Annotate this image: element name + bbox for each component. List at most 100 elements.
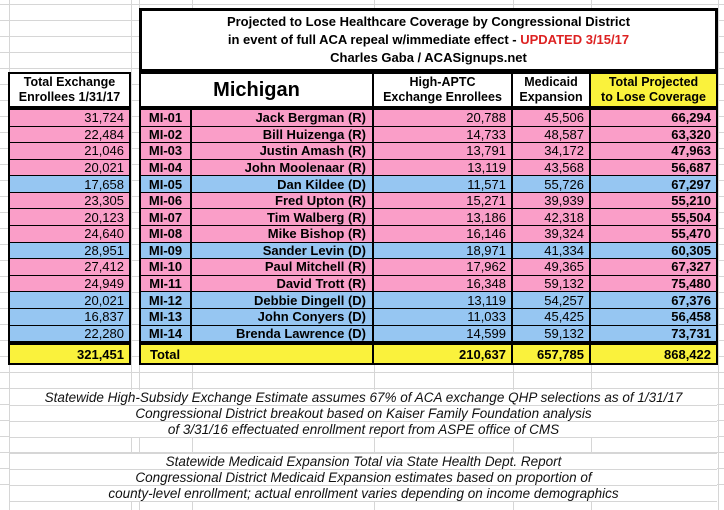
medicaid-cell[interactable]: 41,334	[513, 242, 591, 259]
exchange-enrollees-cell[interactable]: 24,949	[10, 275, 129, 293]
medicaid-cell[interactable]: 39,939	[513, 192, 591, 209]
total-projected-cell[interactable]: 55,504	[671, 209, 711, 225]
high-aptc-cell[interactable]: 17,962	[374, 259, 513, 275]
total-projected-cell[interactable]: 63,320	[671, 126, 711, 142]
medicaid-header-cell[interactable]: Medicaid Expansion	[513, 74, 591, 106]
representative-cell[interactable]: David Trott (R)	[192, 275, 374, 292]
exchange-enrollees-cell[interactable]: 16,837	[10, 308, 129, 326]
district-cell[interactable]: MI-01	[141, 110, 192, 126]
grand-total-cell[interactable]: 868,422	[591, 345, 716, 363]
district-cell[interactable]: MI-09	[141, 242, 192, 259]
total-projected-cell[interactable]: 56,687	[671, 160, 711, 176]
exchange-enrollees-cell[interactable]: 20,021	[10, 159, 129, 177]
representative-cell[interactable]: Sander Levin (D)	[192, 242, 374, 259]
medicaid-cell[interactable]: 42,318	[513, 209, 591, 226]
exchange-enrollees-total-cell[interactable]: 321,451	[8, 343, 131, 365]
medicaid-cell[interactable]: 48,587	[513, 126, 591, 143]
high-aptc-cell[interactable]: 13,119	[374, 292, 513, 308]
total-projected-cell[interactable]: 47,963	[671, 143, 711, 159]
high-aptc-cell[interactable]: 11,571	[374, 176, 513, 192]
total-projected-cell[interactable]: 55,210	[671, 193, 711, 209]
medicaid-cell[interactable]: 39,324	[513, 226, 591, 242]
high-aptc-cell[interactable]: 16,348	[374, 275, 513, 292]
exchange-enrollees-cell[interactable]: 24,640	[10, 226, 129, 243]
left-column-header[interactable]: Total Exchange Enrollees 1/31/17	[8, 72, 131, 108]
high-aptc-cell[interactable]: 13,119	[374, 159, 513, 176]
exchange-enrollees-cell[interactable]: 22,484	[10, 126, 129, 144]
exchange-enrollees-cell[interactable]: 28,951	[10, 242, 129, 260]
representative-cell[interactable]: Tim Walberg (R)	[192, 209, 374, 226]
medicaid-cell[interactable]: 59,132	[513, 325, 591, 342]
representative-cell[interactable]: Bill Huizenga (R)	[192, 126, 374, 143]
high-aptc-cell[interactable]: 15,271	[374, 192, 513, 209]
exchange-enrollees-cell[interactable]: 23,305	[10, 192, 129, 210]
total-projected-cell[interactable]: 75,480	[671, 276, 711, 292]
representative-cell[interactable]: Justin Amash (R)	[192, 143, 374, 159]
title-line-2: in event of full ACA repeal w/immediate …	[142, 31, 715, 49]
high-aptc-cell[interactable]: 14,733	[374, 126, 513, 143]
district-cell[interactable]: MI-11	[141, 275, 192, 292]
exchange-enrollees-cell[interactable]: 20,123	[10, 209, 129, 227]
district-cell[interactable]: MI-14	[141, 325, 192, 342]
total-projected-header-line-1: Total Projected	[608, 75, 699, 89]
total-label-cell[interactable]: Total	[141, 345, 374, 363]
medicaid-cell[interactable]: 45,506	[513, 110, 591, 126]
representative-cell[interactable]: John Moolenaar (R)	[192, 159, 374, 176]
high-aptc-cell[interactable]: 13,791	[374, 143, 513, 159]
representative-cell[interactable]: Brenda Lawrence (D)	[192, 325, 374, 342]
high-aptc-cell[interactable]: 20,788	[374, 110, 513, 126]
high-aptc-header-cell[interactable]: High-APTC Exchange Enrollees	[374, 74, 513, 106]
exchange-enrollees-cell[interactable]: 21,046	[10, 143, 129, 160]
medicaid-cell[interactable]: 59,132	[513, 275, 591, 292]
medicaid-cell[interactable]: 43,568	[513, 159, 591, 176]
district-cell[interactable]: MI-03	[141, 143, 192, 159]
representative-cell[interactable]: Debbie Dingell (D)	[192, 292, 374, 308]
representative-cell[interactable]: Fred Upton (R)	[192, 192, 374, 209]
district-row: MI-05 Dan Kildee (D) 11,571 55,726 67,29…	[141, 176, 716, 193]
district-row: MI-04 John Moolenaar (R) 13,119 43,568 5…	[141, 159, 716, 177]
state-header-cell[interactable]: Michigan	[141, 74, 374, 106]
total-projected-cell[interactable]: 67,327	[671, 259, 711, 275]
district-cell[interactable]: MI-05	[141, 176, 192, 192]
medicaid-cell[interactable]: 45,425	[513, 308, 591, 325]
medicaid-total-cell[interactable]: 657,785	[513, 345, 591, 363]
high-aptc-cell[interactable]: 16,146	[374, 226, 513, 242]
footnote-line-3: of 3/31/16 effectuated enrollment report…	[10, 422, 717, 438]
total-projected-cell[interactable]: 56,458	[671, 309, 711, 325]
exchange-enrollees-cell[interactable]: 22,280	[10, 325, 129, 342]
total-projected-cell[interactable]: 73,731	[671, 325, 711, 341]
exchange-enrollees-cell[interactable]: 31,724	[10, 110, 129, 127]
representative-cell[interactable]: John Conyers (D)	[192, 308, 374, 325]
district-cell[interactable]: MI-02	[141, 126, 192, 143]
high-aptc-header-line-2: Exchange Enrollees	[383, 90, 502, 104]
representative-cell[interactable]: Jack Bergman (R)	[192, 110, 374, 126]
total-projected-cell[interactable]: 66,294	[671, 110, 711, 126]
representative-cell[interactable]: Mike Bishop (R)	[192, 226, 374, 242]
district-cell[interactable]: MI-12	[141, 292, 192, 308]
total-projected-cell[interactable]: 67,297	[671, 176, 711, 192]
district-cell[interactable]: MI-13	[141, 308, 192, 325]
medicaid-cell[interactable]: 34,172	[513, 143, 591, 159]
district-cell[interactable]: MI-06	[141, 192, 192, 209]
representative-cell[interactable]: Dan Kildee (D)	[192, 176, 374, 192]
high-aptc-total-cell[interactable]: 210,637	[374, 345, 513, 363]
high-aptc-cell[interactable]: 11,033	[374, 308, 513, 325]
high-aptc-cell[interactable]: 14,599	[374, 325, 513, 342]
high-aptc-cell[interactable]: 13,186	[374, 209, 513, 226]
exchange-enrollees-cell[interactable]: 27,412	[10, 259, 129, 276]
high-aptc-cell[interactable]: 18,971	[374, 242, 513, 259]
representative-cell[interactable]: Paul Mitchell (R)	[192, 259, 374, 275]
district-cell[interactable]: MI-10	[141, 259, 192, 275]
total-projected-header-cell[interactable]: Total Projected to Lose Coverage	[591, 74, 716, 106]
exchange-enrollees-cell[interactable]: 17,658	[10, 176, 129, 193]
exchange-enrollees-cell[interactable]: 20,021	[10, 292, 129, 309]
district-cell[interactable]: MI-07	[141, 209, 192, 226]
district-cell[interactable]: MI-08	[141, 226, 192, 242]
medicaid-cell[interactable]: 54,257	[513, 292, 591, 308]
medicaid-cell[interactable]: 49,365	[513, 259, 591, 275]
total-projected-cell[interactable]: 60,305	[671, 242, 711, 258]
total-projected-cell[interactable]: 67,376	[671, 292, 711, 308]
district-cell[interactable]: MI-04	[141, 159, 192, 176]
medicaid-cell[interactable]: 55,726	[513, 176, 591, 192]
total-projected-cell[interactable]: 55,470	[671, 226, 711, 242]
